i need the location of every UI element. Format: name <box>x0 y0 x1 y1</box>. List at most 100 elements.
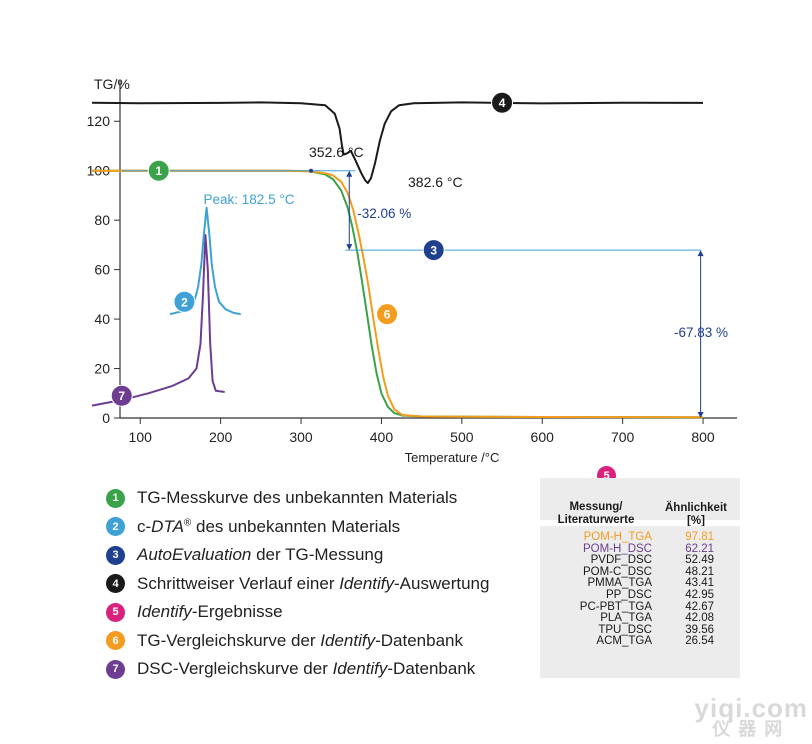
x-tick-label: 600 <box>531 429 555 445</box>
results-body: POM-H_TGA 97.81 POM-H_DSC 62.21 PVDF_DSC 52.4… <box>540 526 740 678</box>
legend-label-part: -Datenbank <box>375 630 463 650</box>
legend-label-part: Identify <box>332 659 388 679</box>
legend-label: TG-Messkurve des unbekannten Materials <box>137 488 457 508</box>
legend-label: TG-Vergleichskurve der Identify-Datenban… <box>137 631 463 651</box>
legend-label-part: -Auswertung <box>394 573 490 593</box>
step2-arrowhead-down <box>697 412 704 418</box>
legend-label-part: AutoEvaluation <box>137 545 252 565</box>
legend-badge: 1 <box>106 488 125 508</box>
legend-item: 7 DSC-Vergleichskurve der Identify-Datenb… <box>106 655 489 684</box>
legend-item: 3 AutoEvaluation der TG-Messung <box>106 541 489 570</box>
results-row-name: PMMA_TGA <box>587 577 652 590</box>
curve-badge-number: 4 <box>499 96 506 110</box>
results-row-value: 39.56 <box>685 623 714 636</box>
legend-label-part: Identify <box>339 573 395 593</box>
legend-label: AutoEvaluation der TG-Messung <box>137 545 383 565</box>
results-row-name: POM-H_TGA <box>583 531 652 543</box>
results-row: POM-H_DSC 62.21 <box>540 542 740 556</box>
curve-badge-3 <box>422 239 445 262</box>
y-tick-label: 40 <box>94 311 110 327</box>
legend-label-part: TG-Messkurve des unbekannten Materials <box>137 488 458 508</box>
chart-series <box>91 101 704 419</box>
step1-label: -32.06 % <box>357 206 411 221</box>
legend-label-part: -Datenbank <box>387 659 476 679</box>
results-row: PP_DSC 42.95 <box>540 589 740 602</box>
results-row: POM-H_TGA 97.81 <box>540 531 740 544</box>
results-row: TPU_DSC 39.56 <box>540 623 740 637</box>
x-tick-label: 800 <box>691 429 715 445</box>
legend: 1 TG-Messkurve des unbekannten Materials 2… <box>106 484 489 684</box>
legend-label-part: ® <box>183 517 192 529</box>
legend-label-part: -Ergebnisse <box>191 602 283 622</box>
dta-peak-label: Peak: 182.5 °C <box>204 192 295 207</box>
y-tick-label: 120 <box>87 113 111 129</box>
results-row-name: ACM_TGA <box>596 635 652 648</box>
y-tick-label: 20 <box>94 361 110 377</box>
peak1-label: 352.6 °C <box>309 144 364 160</box>
curve-badge-7 <box>110 384 133 407</box>
results-row-value: 48.21 <box>685 565 714 578</box>
step2-arrowhead-up <box>697 250 704 257</box>
results-row-value: 26.54 <box>685 635 714 648</box>
results-header-similarity: Ähnlichkeit [%] <box>656 502 736 528</box>
onset-marker <box>309 168 313 173</box>
curve-badge-6 <box>376 303 399 326</box>
results-row-name: PVDF_DSC <box>590 554 652 567</box>
results-row-name: POM-C_DSC <box>582 565 652 578</box>
x-tick-label: 300 <box>289 429 313 445</box>
x-tick-label: 400 <box>370 429 394 445</box>
legend-label-part: Identify <box>320 630 376 650</box>
results-row: PC-PBT_TGA 42.67 <box>540 600 740 614</box>
y-tick-label: 80 <box>94 212 110 228</box>
peak2-label: 382.6 °C <box>408 174 463 190</box>
results-row-name: PLA_TGA <box>600 612 652 625</box>
legend-label-part: DTA <box>151 516 184 536</box>
legend-label-part: Identify <box>137 602 192 622</box>
legend-badge: 6 <box>106 631 125 651</box>
header-line: Messung/ <box>569 501 623 513</box>
results-row: PVDF_DSC 52.49 <box>540 555 740 567</box>
header-line: Literaturwerte <box>557 514 635 526</box>
results-row: ACM_TGA 26.54 <box>540 636 740 648</box>
curve-badge-1 <box>147 159 170 182</box>
results-row-value: 42.67 <box>685 600 714 613</box>
step2-label: -67.83 % <box>674 325 728 340</box>
curve-badge-4 <box>491 91 514 114</box>
results-row-value: 52.49 <box>685 554 714 567</box>
curve-badge-2 <box>173 290 196 313</box>
results-row: PMMA_TGA 43.41 <box>540 578 740 590</box>
legend-label: c-DTA® des unbekannten Materials <box>137 517 400 537</box>
watermark: yiqi.com 仪器网 <box>695 695 808 738</box>
legend-label-part: DSC-Vergleichskurve der <box>137 659 333 679</box>
curve-badge-number: 3 <box>430 244 437 258</box>
step1-arrowhead-down <box>346 244 353 251</box>
results-row: PLA_TGA 42.08 <box>540 613 740 625</box>
results-row-name: PC-PBT_TGA <box>579 600 652 613</box>
curve-badge-number: 2 <box>181 295 188 309</box>
y-axis-title: TG/% <box>94 76 130 92</box>
results-row-value: 97.81 <box>685 531 714 543</box>
legend-badge: 2 <box>106 517 125 537</box>
curve-badge-number: 6 <box>384 308 391 322</box>
results-row-name: TPU_DSC <box>598 623 652 636</box>
results-row-value: 62.21 <box>685 542 714 555</box>
series-line-7 <box>91 234 225 407</box>
results-header-measurement: Messung/ Literaturwerte <box>540 501 652 527</box>
legend-label-part: c- <box>137 516 152 536</box>
legend-badge: 7 <box>106 659 125 679</box>
x-tick-label: 100 <box>129 429 153 445</box>
header-line: [%] <box>687 515 705 527</box>
legend-badge: 4 <box>106 574 125 594</box>
header-line: Ähnlichkeit <box>665 502 727 514</box>
legend-item: 5 Identify-Ergebnisse <box>106 598 489 627</box>
step1-arrowhead-up <box>346 170 353 177</box>
results-row-value: 43.41 <box>685 577 714 590</box>
results-row-value: 42.08 <box>685 612 714 625</box>
legend-label: Schrittweiser Verlauf einer Identify-Aus… <box>137 574 489 594</box>
series-line-4 <box>91 101 704 185</box>
x-tick-label: 200 <box>209 429 233 445</box>
legend-item: 1 TG-Messkurve des unbekannten Materials <box>106 484 489 513</box>
results-row-name: POM-H_DSC <box>582 542 652 555</box>
